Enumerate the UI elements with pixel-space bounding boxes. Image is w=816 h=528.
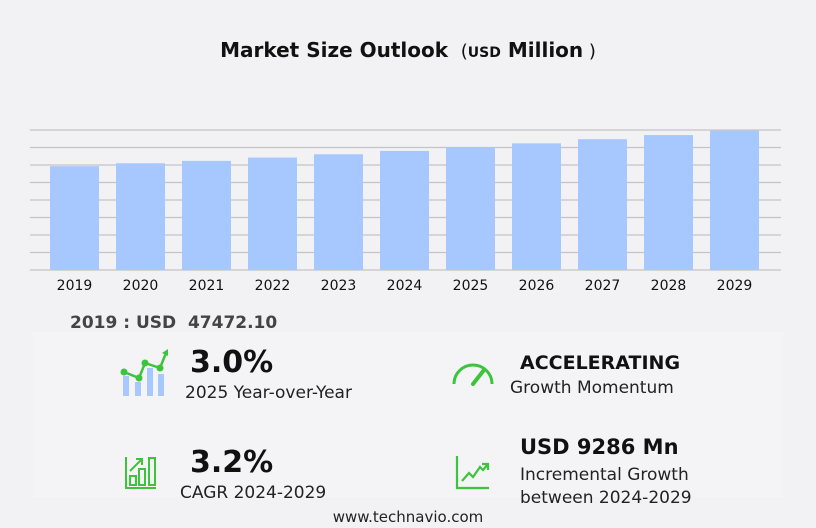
bar-2026[interactable] — [512, 143, 561, 270]
x-tick-label: 2028 — [651, 278, 687, 294]
chart-title: Market Size Outlook (USD Million ) — [220, 38, 596, 62]
bar-2019[interactable] — [50, 166, 99, 270]
speedometer-icon — [452, 363, 494, 386]
bar-chart: 2019 2020 2021 2022 2023 2024 2025 2026 2027 2028… — [30, 129, 781, 294]
base-year-label: 2019 : USD — [70, 313, 177, 333]
bar-2024[interactable] — [380, 150, 429, 270]
momentum-label: Growth Momentum — [510, 378, 674, 398]
x-tick-label: 2024 — [387, 278, 423, 294]
bar-2022[interactable] — [248, 157, 297, 270]
footer-url[interactable]: www.technavio.com — [332, 508, 484, 526]
line-trend-icon — [455, 456, 490, 490]
bar-2028[interactable] — [644, 135, 693, 270]
yoy-value: 3.0% — [190, 345, 274, 380]
growth-chart-icon — [120, 349, 168, 396]
title-unit-prefix: USD — [467, 45, 501, 61]
title-text: Market Size Outlook — [220, 38, 449, 62]
bar-2023[interactable] — [314, 154, 363, 270]
cagr-value: 3.2% — [190, 445, 274, 480]
incremental-label: Incremental Growth — [520, 465, 689, 485]
base-year-number: 47472.10 — [187, 313, 278, 333]
cagr-label: CAGR 2024-2029 — [180, 483, 327, 503]
incremental-value: USD 9286 Mn — [520, 435, 679, 459]
bar-2029[interactable] — [710, 130, 759, 270]
bar-2021[interactable] — [182, 160, 231, 270]
x-tick-label: 2020 — [123, 278, 159, 294]
x-tick-label: 2029 — [717, 278, 753, 294]
bar-2025[interactable] — [446, 147, 495, 270]
base-year-value: 2019 : USD 47472.10 — [70, 313, 277, 333]
stats-panel — [33, 332, 783, 497]
x-tick-label: 2023 — [321, 278, 357, 294]
incremental-period: between 2024-2029 — [520, 488, 692, 508]
bar-2027[interactable] — [578, 139, 627, 270]
title-unit: Million — [507, 38, 584, 62]
bar-2020[interactable] — [116, 163, 165, 270]
bar-chart-arrow-icon — [125, 457, 156, 489]
x-tick-label: 2019 — [57, 278, 93, 294]
momentum-value: ACCELERATING — [520, 352, 681, 374]
x-tick-label: 2022 — [255, 278, 291, 294]
x-tick-label: 2025 — [453, 278, 489, 294]
x-tick-label: 2027 — [585, 278, 621, 294]
x-tick-label: 2026 — [519, 278, 555, 294]
x-tick-label: 2021 — [189, 278, 225, 294]
yoy-label: 2025 Year-over-Year — [185, 383, 352, 403]
